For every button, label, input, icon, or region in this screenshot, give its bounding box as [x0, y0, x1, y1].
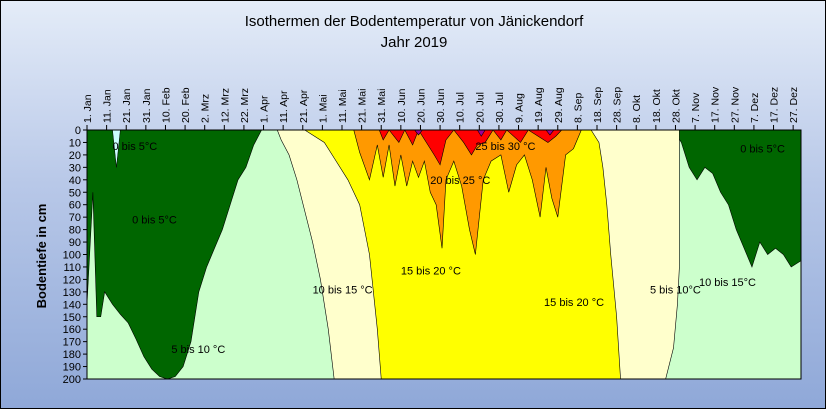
y-tick-label: 0 — [75, 125, 81, 137]
band-annotation: 10 bis 15 °C — [313, 284, 373, 296]
y-tick-label: 160 — [63, 324, 81, 336]
y-tick-label: 110 — [63, 262, 81, 274]
x-tick-label: 7. Dez — [749, 93, 761, 123]
band-30plus — [413, 129, 555, 137]
y-tick-label: 150 — [63, 312, 81, 324]
x-tick-label: 2. Mrz — [200, 94, 212, 123]
x-tick-label: 10. Feb — [160, 87, 172, 123]
x-tick-label: 31. Mai — [376, 89, 388, 123]
x-tick-label: 21. Mai — [357, 89, 369, 123]
band-annotation: 15 bis 20 °C — [544, 297, 604, 309]
chart-title: Isothermen der Bodentemperatur von Jänic… — [245, 13, 584, 30]
band-20-25 — [353, 129, 582, 255]
x-tick-label: 12. Mrz — [219, 88, 231, 123]
x-tick-label: 30. Jun — [435, 88, 447, 123]
band-annotation: 5 bis 10 °C — [171, 344, 225, 356]
band-annotation: 10 bis 15°C — [699, 277, 756, 289]
x-tick-label: 21. Apr — [298, 89, 310, 123]
y-tick-label: 200 — [63, 374, 81, 386]
y-tick-label: 190 — [63, 362, 81, 374]
band-annotation: 20 bis 25 °C — [430, 175, 490, 187]
x-tick-label: 30. Jul — [494, 92, 506, 123]
y-tick-label: 90 — [69, 237, 81, 249]
band-annotation: 0 bis 5°C — [113, 141, 158, 153]
x-tick-label: 8. Okt — [631, 95, 643, 123]
y-tick-label: 60 — [69, 200, 81, 212]
band-annotation: 5 bis 10°C — [650, 284, 701, 296]
x-tick-label: 1. Mai — [317, 94, 329, 123]
y-tick-label: 180 — [63, 349, 81, 361]
x-tick-label: 22. Mrz — [239, 88, 251, 123]
y-tick-label: 30 — [69, 162, 81, 174]
y-tick-label: 140 — [63, 299, 81, 311]
x-tick-label: 9. Aug — [514, 93, 526, 123]
y-axis-label: Bodentiefe in cm — [34, 204, 49, 309]
y-tick-label: 20 — [69, 150, 81, 162]
y-tick-label: 70 — [69, 212, 81, 224]
x-tick-label: 10. Jul — [455, 92, 467, 123]
y-tick-label: 120 — [63, 274, 81, 286]
x-tick-label: 20. Feb — [180, 87, 192, 123]
band-annotation: 25 bis 30 °C — [475, 141, 535, 153]
x-tick-label: 8. Sep — [572, 92, 584, 123]
y-tick-label: 100 — [63, 250, 81, 262]
band-annotation: 15 bis 20 °C — [401, 266, 461, 278]
y-tick-label: 50 — [69, 187, 81, 199]
band-25-30 — [378, 129, 563, 166]
y-tick-label: 130 — [63, 287, 81, 299]
x-tick-label: 20. Jun — [415, 88, 427, 123]
x-tick-label: 27. Nov — [729, 86, 741, 123]
x-tick-label: 21. Jan — [121, 88, 133, 123]
x-tick-label: 18. Sep — [592, 87, 604, 123]
x-tick-label: 31. Jan — [141, 88, 153, 123]
x-tick-label: 18. Okt — [651, 89, 663, 123]
x-tick-label: 29. Aug — [553, 87, 565, 123]
x-tick-label: 17. Dez — [769, 87, 781, 123]
x-tick-label: 27. Dez — [788, 87, 800, 123]
y-tick-label: 10 — [69, 137, 81, 149]
x-tick-label: 1. Apr — [259, 95, 271, 123]
x-tick-label: 28. Okt — [670, 89, 682, 123]
x-tick-label: 11. Mai — [337, 89, 349, 123]
y-tick-label: 170 — [63, 337, 81, 349]
band-annotation: 0 bis 5°C — [132, 215, 177, 227]
x-tick-label: 19. Aug — [533, 87, 545, 123]
isotherm-bands — [276, 129, 680, 380]
y-tick-label: 40 — [69, 175, 81, 187]
y-tick-label: 80 — [69, 225, 81, 237]
chart-subtitle: Jahr 2019 — [381, 34, 448, 51]
band-annotation: 0 bis 5°C — [740, 144, 785, 156]
band-0-5 — [86, 129, 802, 380]
axis-ticks: 0102030405060708090100110120130140150160… — [63, 86, 802, 386]
x-tick-label: 11. Apr — [278, 90, 290, 123]
x-tick-label: 20. Jul — [474, 92, 486, 123]
x-tick-label: 11. Jan — [102, 89, 114, 123]
x-tick-label: 7. Nov — [690, 92, 702, 123]
x-tick-label: 17. Nov — [710, 86, 722, 123]
x-tick-label: 10. Jun — [396, 88, 408, 123]
x-tick-label: 1. Jan — [82, 94, 94, 123]
annotations: 0 bis 5°C 0 bis 5°C 5 bis 10 °C 10 bis 15 °… — [113, 141, 786, 356]
x-tick-label: 28. Sep — [612, 87, 624, 123]
